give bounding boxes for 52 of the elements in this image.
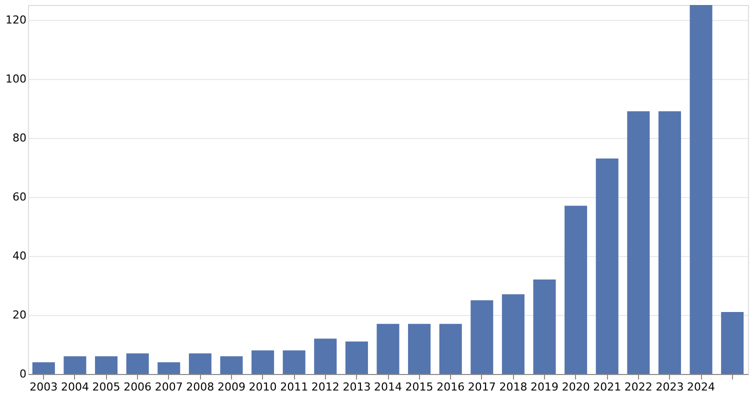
bar: [627, 111, 650, 374]
bar: [158, 362, 180, 374]
x-tick-label: 2022: [624, 380, 652, 394]
x-tick-label: 2013: [342, 380, 371, 394]
y-tick-label: 20: [12, 308, 26, 322]
y-tick-label: 0: [20, 368, 26, 380]
bar: [188, 353, 212, 374]
bar: [220, 356, 243, 374]
bar: [126, 353, 149, 374]
x-tick-label: 2003: [30, 380, 58, 394]
y-tick-label: 100: [6, 72, 26, 86]
bar: [94, 356, 118, 374]
bar: [596, 158, 618, 374]
bar: [564, 206, 588, 374]
x-tick-label: 2012: [311, 380, 340, 394]
x-tick-label: 2019: [530, 380, 559, 394]
bar: [282, 350, 306, 374]
x-tick-label: 2005: [92, 380, 120, 394]
bar: [502, 294, 524, 374]
bar: [439, 324, 462, 374]
x-tick-label: 2007: [154, 380, 183, 394]
x-tick-label: 2011: [280, 380, 308, 394]
bar: [690, 5, 712, 374]
x-tick-label: 2017: [468, 380, 496, 394]
bar: [721, 312, 744, 374]
bar: [252, 350, 274, 374]
y-tick-label: 60: [12, 190, 26, 204]
bar: [658, 111, 682, 374]
y-tick-label: 120: [6, 13, 26, 26]
x-tick-label: 2023: [656, 380, 684, 394]
bar: [533, 280, 556, 374]
x-tick-label: 2009: [217, 380, 246, 394]
x-tick-label: 2015: [405, 380, 434, 394]
bar: [64, 356, 86, 374]
x-tick-label: 2006: [124, 380, 152, 394]
x-tick-label: 2010: [248, 380, 277, 394]
x-tick-label: 2004: [60, 380, 89, 394]
bar: [376, 324, 400, 374]
x-tick-label: 2021: [593, 380, 622, 394]
bar: [408, 324, 431, 374]
bar: [314, 338, 337, 374]
x-tick-label: 2008: [186, 380, 214, 394]
bar: [32, 362, 55, 374]
bar: [345, 342, 368, 374]
y-tick-label: 80: [12, 131, 26, 144]
x-tick-label: 2018: [499, 380, 528, 394]
x-tick-label: 2024: [687, 380, 716, 394]
x-tick-label: 2020: [562, 380, 590, 394]
y-tick-label: 40: [12, 249, 26, 262]
bar: [470, 300, 494, 374]
x-tick-label: 2014: [374, 380, 402, 394]
x-tick-label: 2016: [436, 380, 465, 394]
